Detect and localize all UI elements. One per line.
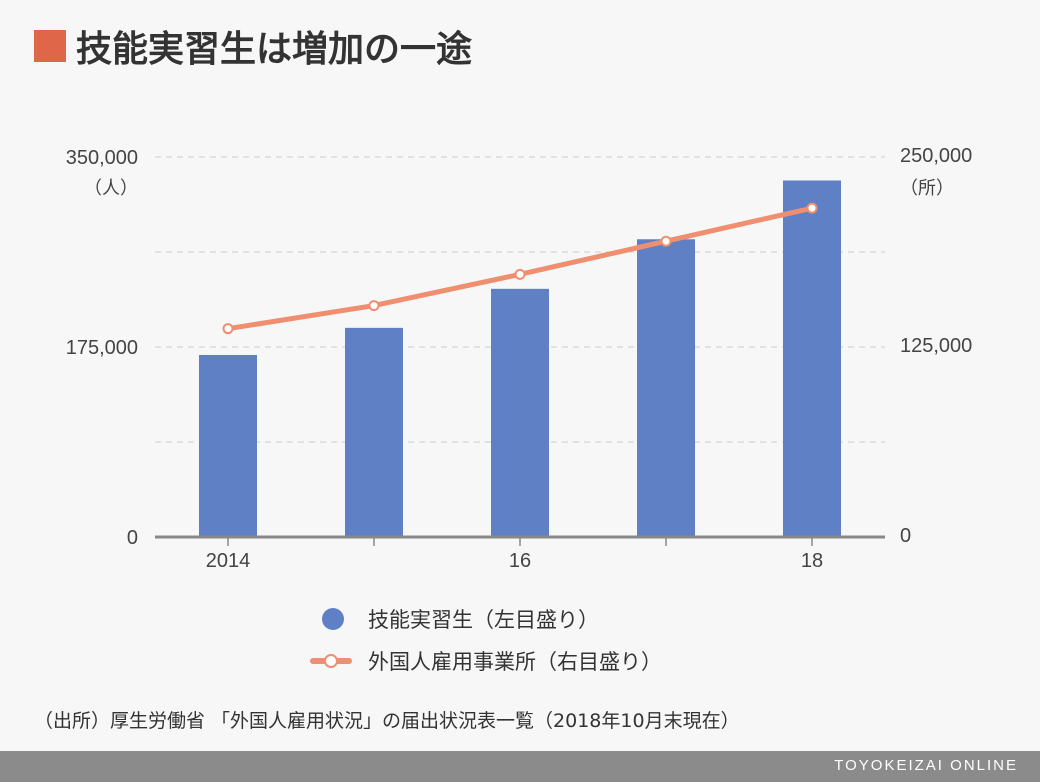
footer-bar: TOYOKEIZAI ONLINE [0, 751, 1040, 782]
line-point-3 [514, 268, 526, 280]
left-tick-label: 175,000 [66, 337, 138, 359]
legend-line-marker-icon [310, 650, 352, 672]
left-tick-label: 0 [127, 527, 138, 549]
bar-4 [637, 239, 695, 538]
line-layer [222, 202, 818, 335]
x-tick-label: 16 [509, 550, 531, 572]
right-tick-label: 0 [900, 525, 911, 547]
bar-5 [783, 180, 841, 537]
x-tick-label: 18 [801, 550, 823, 572]
legend-bar-dot-icon [322, 608, 344, 630]
line-point-4 [660, 235, 672, 247]
bar-1 [199, 355, 257, 537]
legend: 技能実習生（左目盛り） 外国人雇用事業所（右目盛り） [310, 598, 662, 682]
left-tick-label: 350,000 [66, 147, 138, 169]
footer-brand: TOYOKEIZAI ONLINE [834, 757, 1018, 774]
line-point-5 [806, 202, 818, 214]
title-marker-icon [34, 30, 66, 62]
legend-item-bar: 技能実習生（左目盛り） [318, 598, 662, 640]
right-tick-label: 250,000 [900, 145, 972, 167]
line-point-2 [368, 300, 380, 312]
legend-item-line: 外国人雇用事業所（右目盛り） [310, 640, 662, 682]
legend-line-label: 外国人雇用事業所（右目盛り） [368, 650, 662, 674]
source-note: （出所）厚生労働省 「外国人雇用状況」の届出状況表一覧（2018年10月末現在） [34, 710, 740, 732]
x-tick-label: 2014 [206, 550, 251, 572]
right-tick-label: 125,000 [900, 335, 972, 357]
line-point-1 [222, 323, 234, 335]
label-layer: 2014 16 18 0 175,000 350,000 （人） 0 125,000 250,00… [66, 145, 973, 572]
bar-layer [199, 180, 841, 538]
bar-2 [345, 327, 403, 537]
left-axis-unit: （人） [84, 178, 138, 199]
chart-title: 技能実習生は増加の一途 [34, 20, 472, 72]
chart-title-text: 技能実習生は増加の一途 [76, 29, 473, 70]
bar-3 [491, 288, 549, 537]
legend-bar-label: 技能実習生（左目盛り） [368, 608, 599, 632]
axis-layer [155, 535, 885, 546]
chart-plot: 2014 16 18 0 175,000 350,000 （人） 0 125,000 250,00… [66, 145, 973, 572]
right-axis-unit: （所） [900, 178, 954, 199]
